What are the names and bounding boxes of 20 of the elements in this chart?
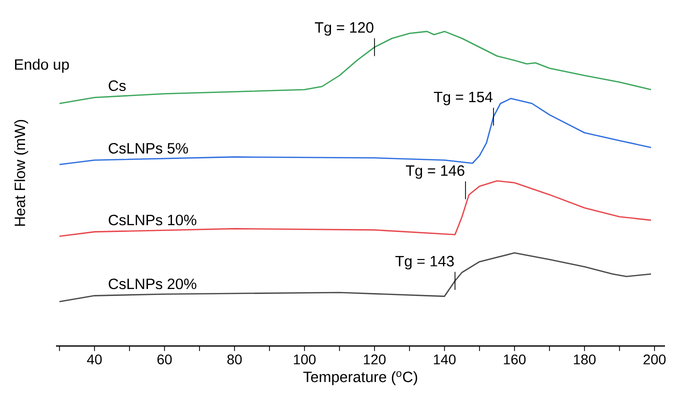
x-tick-label: 60 bbox=[157, 354, 172, 364]
x-tick-label: 200 bbox=[644, 354, 666, 364]
x-tick-label: 120 bbox=[364, 354, 386, 364]
y-axis-title: Heat Flow (mW) bbox=[14, 120, 28, 226]
x-tick-label: 80 bbox=[227, 354, 242, 364]
annotation: Tg = 146 bbox=[406, 165, 464, 179]
x-tick-label: 40 bbox=[87, 354, 102, 364]
annotation: Endo up bbox=[15, 58, 69, 73]
annotation: Tg = 143 bbox=[395, 256, 454, 270]
x-tick-label: 140 bbox=[434, 354, 456, 364]
x-axis-title: Temperature ($^{o}$C) bbox=[303, 371, 418, 386]
series-label: CsLNPs 5% bbox=[108, 143, 188, 154]
x-tick-label: 180 bbox=[574, 354, 596, 364]
series-label: CsLNPs 10% bbox=[108, 214, 196, 226]
series-label: Cs bbox=[108, 80, 126, 91]
x-tick-label: 100 bbox=[294, 354, 316, 364]
series-label: CsLNPs 20% bbox=[108, 278, 196, 290]
x-tick-label: 160 bbox=[504, 354, 526, 364]
annotation: Tg = 154 bbox=[434, 92, 493, 106]
annotation: Tg = 120 bbox=[314, 22, 374, 36]
